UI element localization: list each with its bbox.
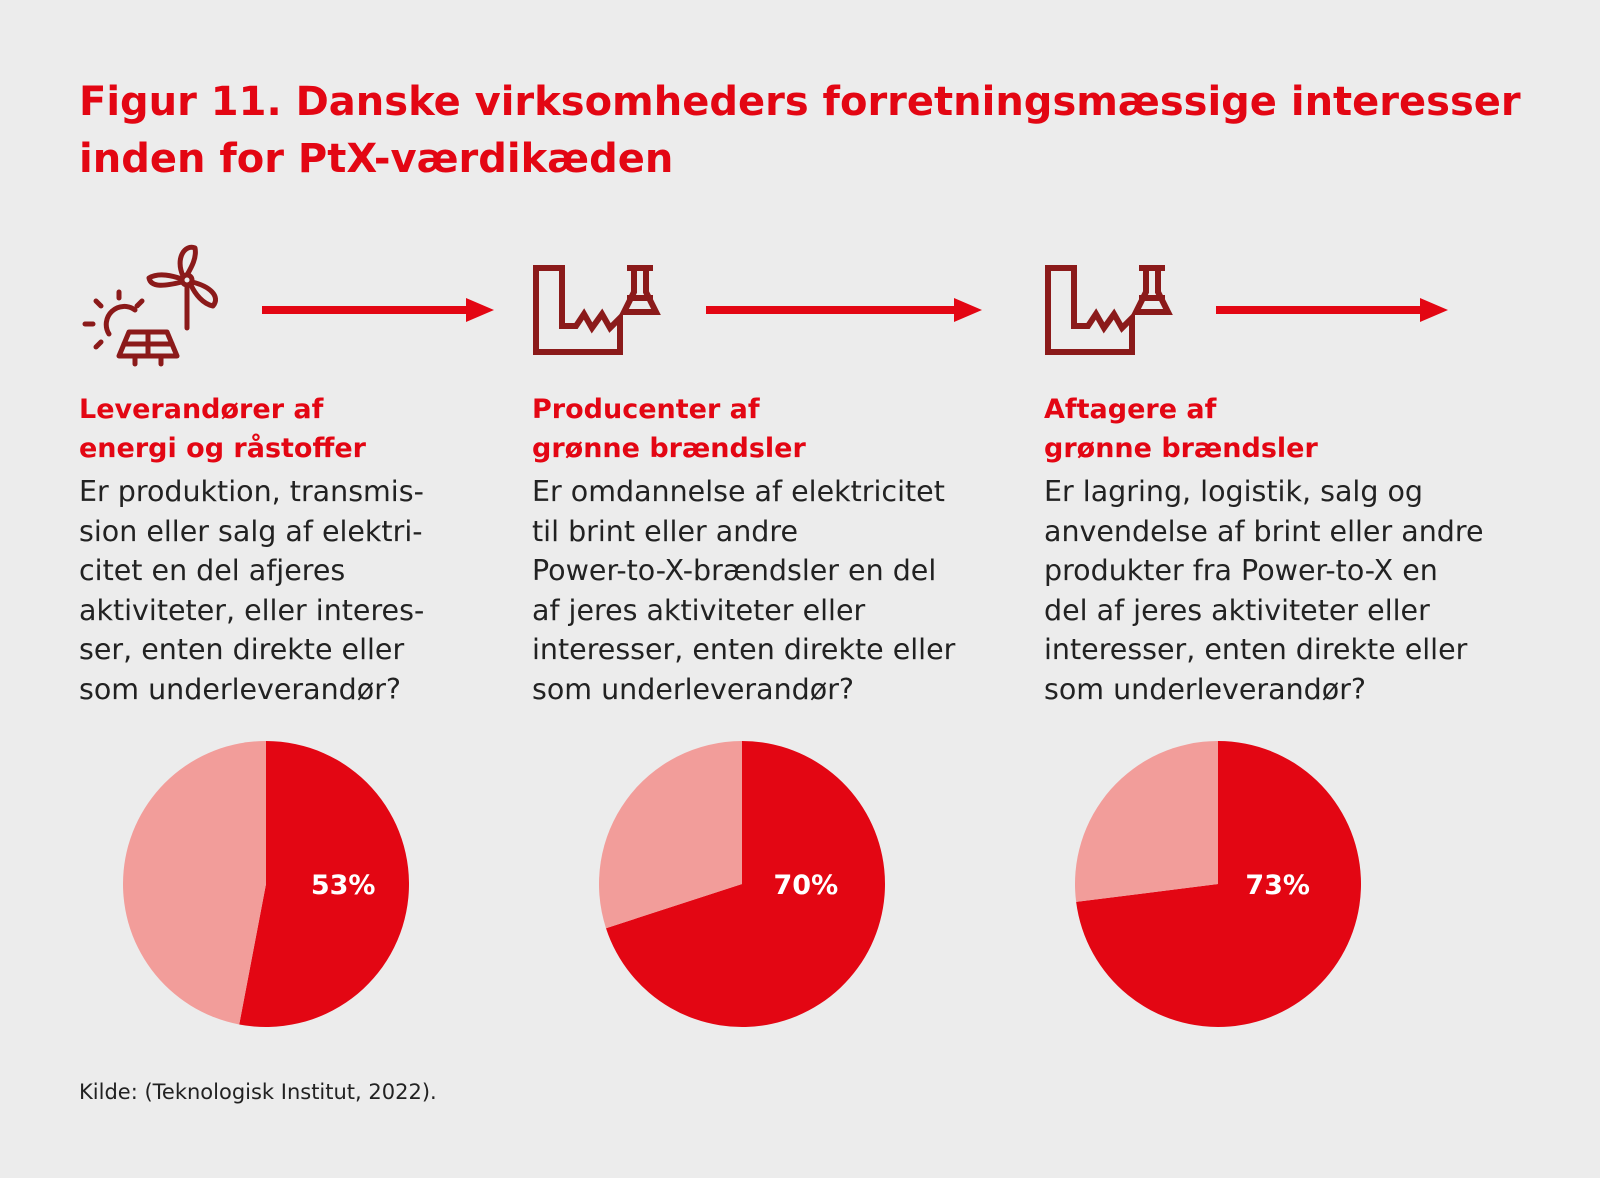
pie-chart-suppliers: 53% — [123, 741, 410, 1027]
pie-data-label: 73% — [1245, 870, 1310, 901]
column-question: Er omdannelse af elektricitet til brint … — [532, 472, 992, 709]
arrow-right-icon — [262, 298, 494, 322]
source-note: Kilde: (Teknologisk Institut, 2022). — [79, 1080, 437, 1104]
column-producers: Producenter af grønne brændsler Er omdan… — [532, 238, 992, 709]
question-line: Er omdannelse af elektricitet — [532, 475, 945, 508]
column-heading: Leverandører af energi og råstoffer — [79, 390, 539, 468]
pie-slice-rest — [123, 741, 266, 1025]
column-heading: Producenter af grønne brændsler — [532, 390, 992, 468]
factory-flask-icon — [532, 238, 992, 370]
pie-data-label: 70% — [774, 870, 839, 901]
pie-chart-buyers: 73% — [1075, 741, 1361, 1027]
question-line: ser, enten direkte eller — [79, 633, 405, 666]
column-heading: Aftagere af grønne brændsler — [1044, 390, 1504, 468]
heading-line: Producenter af — [532, 394, 760, 425]
heading-line: grønne brændsler — [1044, 433, 1318, 464]
factory-flask-icon — [1044, 238, 1504, 370]
question-line: citet en del afjeres — [79, 554, 346, 587]
arrow-right-icon — [706, 298, 982, 322]
heading-line: Aftagere af — [1044, 394, 1217, 425]
question-line: som underleverandør? — [79, 672, 402, 706]
question-line: interesser, enten direkte eller — [1044, 633, 1468, 666]
heading-line: grønne brændsler — [532, 433, 806, 464]
renewable-energy-icon — [79, 238, 539, 370]
pie-slice-rest — [599, 741, 742, 929]
question-line: aktiviteter, eller interes- — [79, 593, 425, 627]
column-question: Er produktion, transmis- sion eller salg… — [79, 472, 539, 709]
question-line: Power-to-X-brændsler en del — [532, 554, 937, 587]
pie-slice-yes — [605, 741, 885, 1027]
question-line: som underleverandør? — [532, 672, 855, 706]
question-line: anvendelse af brint eller andre — [1044, 514, 1484, 548]
column-buyers: Aftagere af grønne brændsler Er lagring,… — [1044, 238, 1504, 709]
question-line: Er produktion, transmis- — [79, 475, 424, 508]
pie-slice-yes — [239, 741, 410, 1027]
pie-slice-yes — [1076, 741, 1361, 1027]
heading-line: Leverandører af — [79, 394, 324, 425]
pie-data-label: 53% — [311, 870, 376, 901]
question-line: del af jeres aktiviteter eller — [1044, 593, 1430, 627]
pie-chart-producers: 70% — [599, 741, 885, 1027]
pie-slice-rest — [1075, 741, 1218, 902]
question-line: af jeres aktiviteter eller — [532, 593, 866, 627]
question-line: sion eller salg af elektri- — [79, 514, 423, 548]
arrow-right-icon — [1216, 298, 1448, 322]
question-line: til brint eller andre — [532, 514, 799, 548]
column-suppliers: Leverandører af energi og råstoffer Er p… — [79, 238, 539, 709]
question-line: som underleverandør? — [1044, 672, 1367, 706]
question-line: Er lagring, logistik, salg og — [1044, 475, 1424, 508]
figure-title: Figur 11. Danske virksomheders forretnin… — [79, 79, 1521, 182]
column-question: Er lagring, logistik, salg og anvendelse… — [1044, 472, 1504, 709]
question-line: interesser, enten direkte eller — [532, 633, 956, 666]
heading-line: energi og råstoffer — [79, 433, 366, 464]
question-line: produkter fra Power-to-X en — [1044, 554, 1438, 587]
